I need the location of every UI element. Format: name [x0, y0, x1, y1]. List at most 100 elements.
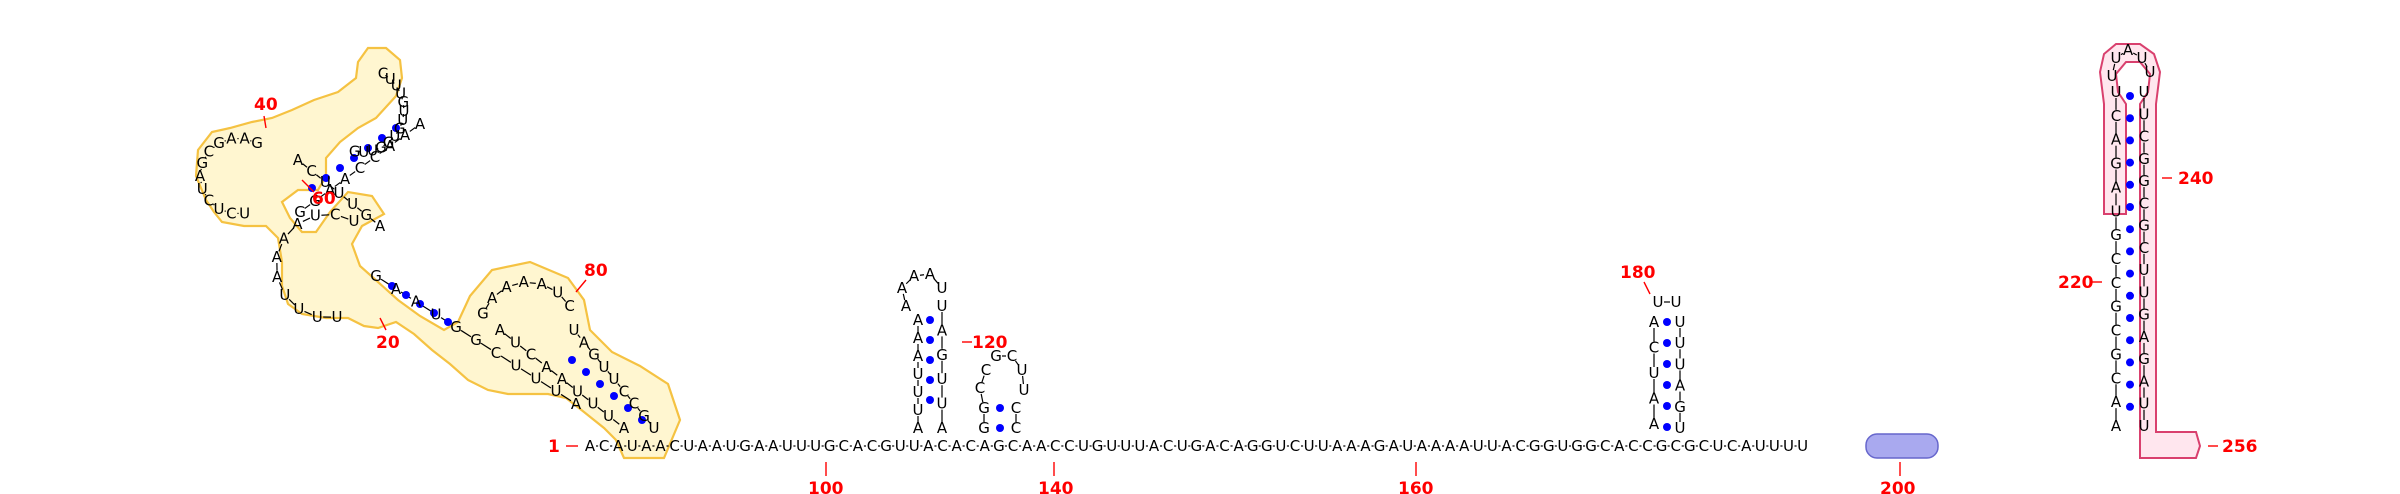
nucleotide-184: A — [501, 278, 512, 296]
nucleotide-133: G — [2110, 298, 2122, 316]
backbone-link — [364, 160, 371, 165]
nucleotide-67: G — [1529, 437, 1541, 455]
nucleotide-237: A — [340, 170, 351, 188]
nucleotide-170: C — [526, 346, 536, 364]
nucleotide-123: U — [1675, 334, 1686, 352]
backbone-link — [287, 227, 294, 235]
nucleotide-25: C — [937, 437, 947, 455]
nucleotide-195: C — [491, 344, 501, 362]
nucleotide-17: G — [824, 437, 836, 455]
nucleotide-69: U — [1557, 437, 1568, 455]
backbone-link — [2112, 63, 2116, 71]
nucleotide-61: A — [1445, 437, 1456, 455]
nucleotide-167: U — [572, 382, 583, 400]
backbone-link — [1022, 375, 1024, 385]
backbone-link — [213, 146, 215, 149]
base-pair-dot — [926, 376, 934, 384]
nucleotide-20: C — [867, 437, 877, 455]
backbone-link — [1014, 360, 1020, 366]
nucleotide-42: U — [1177, 437, 1188, 455]
backbone-link — [520, 368, 532, 376]
nucleotide-36: G — [1092, 437, 1104, 455]
base-pair-dot — [1663, 402, 1671, 410]
backbone-link — [394, 138, 401, 143]
nucleotide-220: U — [367, 142, 378, 160]
nucleotide-9: A — [712, 437, 723, 455]
nucleotide-190: A — [391, 280, 402, 298]
backbone-link — [577, 334, 581, 338]
backbone-link — [627, 395, 631, 400]
nucleotide-157: U — [2139, 283, 2150, 301]
nucleotide-65: A — [1501, 437, 1512, 455]
nucleotide-119: A — [1649, 313, 1660, 331]
base-pair-dot — [624, 404, 632, 412]
nucleotide-21: G — [880, 437, 892, 455]
nucleotide-5: A — [655, 437, 666, 455]
nucleotide-127: U — [1675, 419, 1686, 437]
base-pair-dot — [1663, 360, 1671, 368]
nucleotide-66: C — [1515, 437, 1525, 455]
backbone-link — [385, 74, 389, 78]
nucleotide-104: A — [937, 419, 948, 437]
backbone-link — [480, 342, 492, 351]
nucleotide-121: U — [1671, 293, 1682, 311]
highlight-regions — [194, 43, 2202, 460]
nucleotide-160: G — [2138, 350, 2150, 368]
label-40: 40 — [254, 95, 278, 115]
nucleotide-57: A — [1389, 437, 1400, 455]
nucleotide-132: C — [2111, 322, 2121, 340]
nucleotide-215: U — [347, 195, 358, 213]
base-pair-dot — [388, 282, 396, 290]
nucleotide-179: G — [588, 346, 600, 364]
nucleotide-98: U — [937, 279, 948, 297]
nucleotide-88: U — [913, 401, 924, 419]
backbone-link — [2132, 52, 2138, 56]
base-pair-dot — [2126, 291, 2134, 300]
nucleotide-154: G — [2138, 217, 2150, 235]
label-100: 100 — [808, 479, 844, 494]
tick-20 — [379, 317, 387, 331]
nucleotide-156: U — [2139, 261, 2150, 279]
nucleotide-95: A — [897, 279, 908, 297]
nucleotide-102: U — [937, 370, 948, 388]
base-pair-dot — [2126, 136, 2134, 145]
base-pair-dot — [1663, 381, 1671, 389]
nucleotide-239: G — [309, 192, 321, 210]
nucleotide-33: C — [1050, 437, 1060, 455]
nucleotide-31: A — [1022, 437, 1033, 455]
nucleotide-185: A — [519, 273, 530, 291]
nucleotide-105: G — [978, 419, 990, 437]
nucleotide-41: C — [1163, 437, 1173, 455]
nucleotide-245: C — [204, 143, 214, 161]
nucleotide-214: U — [334, 184, 345, 202]
nucleotide-211: A — [293, 151, 304, 169]
backbone-link — [529, 282, 536, 285]
backbone-link — [400, 122, 403, 126]
nucleotide-162: U — [2139, 395, 2150, 413]
backbone-link — [550, 369, 558, 376]
nucleotide-153: C — [2139, 194, 2149, 212]
nucleotide-204: A — [272, 268, 283, 286]
backbone-link — [304, 204, 311, 209]
nucleotide-86: U — [1797, 437, 1808, 455]
nucleotide-151: G — [2138, 150, 2150, 168]
base-pair-dot — [2126, 92, 2134, 100]
backbone-link — [390, 137, 394, 141]
label-240: 240 — [2178, 169, 2214, 189]
base-pair-dot — [926, 316, 934, 324]
backbone-link — [512, 283, 519, 287]
nucleotide-94: A — [901, 297, 912, 315]
nucleotide-23: U — [909, 437, 920, 455]
nucleotide-200: U — [332, 308, 343, 326]
nucleotide-78: G — [1684, 437, 1696, 455]
backbone-link — [288, 298, 296, 306]
nucleotide-138: A — [2111, 178, 2122, 196]
tick-60 — [301, 179, 315, 193]
base-pair-dot — [2126, 158, 2134, 167]
nucleotide-240: G — [294, 203, 306, 221]
blue-highlight-region — [1865, 433, 1939, 459]
nucleotide-96: A — [909, 267, 920, 285]
label-180: 180 — [1620, 263, 1656, 283]
backbone-link — [460, 329, 472, 338]
nucleotide-165: U — [603, 407, 614, 425]
